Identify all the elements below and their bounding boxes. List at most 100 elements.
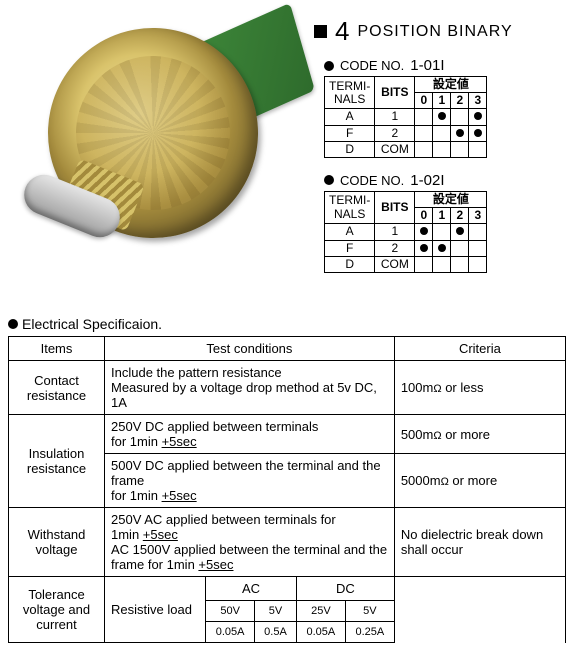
- criteria: 100mΩ or less: [394, 361, 565, 415]
- bit-cell: [469, 141, 487, 157]
- criteria: 500mΩ or more: [394, 415, 565, 454]
- row-withstand-voltage: Withstand voltage 250V AC applied betwee…: [9, 508, 566, 577]
- bit-cell: [415, 109, 433, 125]
- terminal-label: F: [325, 125, 375, 141]
- bit-col: 1: [433, 208, 451, 224]
- terminal-label: A: [325, 224, 375, 240]
- bits-value: 2: [375, 240, 415, 256]
- bit-col: 2: [451, 208, 469, 224]
- dot-icon: [474, 129, 482, 137]
- heading-4-position-binary: 4 POSITION BINARY: [314, 16, 566, 47]
- bits-value: 1: [375, 109, 415, 125]
- code-prefix: CODE NO.: [340, 58, 404, 73]
- row-insulation-1: Insulation resistance 250V DC applied be…: [9, 415, 566, 454]
- criteria: 5000mΩ or more: [394, 454, 565, 508]
- test-condition: 250V AC applied between terminals for 1m…: [105, 508, 395, 577]
- bit-col: 3: [469, 93, 487, 109]
- bit-col: 0: [415, 93, 433, 109]
- ac-label: AC: [206, 577, 297, 601]
- dot-icon: [420, 244, 428, 252]
- row-contact-resistance: Contact resistance Include the pattern r…: [9, 361, 566, 415]
- test-condition: 250V DC applied between terminals for 1m…: [105, 415, 395, 454]
- code-block-1: CODE NO.1-02ITERMI- NALSBITS設定値0123A1F2D…: [324, 172, 566, 273]
- bit-cell: [451, 224, 469, 240]
- bit-cell: [433, 224, 451, 240]
- col-criteria: Criteria: [394, 337, 565, 361]
- item-label: Contact resistance: [9, 361, 105, 415]
- test-condition: Include the pattern resistance Measured …: [105, 361, 395, 415]
- bits-row: F2: [325, 125, 487, 141]
- item-label: Withstand voltage: [9, 508, 105, 577]
- bit-cell: [415, 224, 433, 240]
- bit-cell: [415, 240, 433, 256]
- terminal-label: A: [325, 109, 375, 125]
- rotary-switch-photo: [8, 8, 308, 308]
- bit-cell: [451, 240, 469, 256]
- electrical-spec-table: Items Test conditions Criteria Contact r…: [8, 336, 566, 643]
- bits-value: COM: [375, 141, 415, 157]
- col-test-conditions: Test conditions: [105, 337, 395, 361]
- test-condition: 500V DC applied between the terminal and…: [105, 454, 395, 508]
- code-title: CODE NO. 1-02I: [324, 172, 566, 189]
- bits-row: A1: [325, 224, 487, 240]
- criteria: No dielectric break down shall occur: [394, 508, 565, 577]
- bit-col: 2: [451, 93, 469, 109]
- circle-bullet-icon: [324, 175, 334, 185]
- item-label: Insulation resistance: [9, 415, 105, 508]
- bit-cell: [451, 256, 469, 272]
- row-tolerance-header: Tolerance voltage and current Resistive …: [9, 577, 566, 601]
- bits-header: BITS: [375, 191, 415, 223]
- electrical-spec-heading: Electrical Specificaion.: [8, 316, 566, 332]
- bit-cell: [469, 240, 487, 256]
- bit-col: 1: [433, 93, 451, 109]
- code-number: 1-02I: [410, 172, 444, 189]
- bit-cell: [433, 125, 451, 141]
- dc-label: DC: [296, 577, 394, 601]
- col-items: Items: [9, 337, 105, 361]
- dot-icon: [456, 227, 464, 235]
- terminal-label: D: [325, 256, 375, 272]
- square-bullet-icon: [314, 25, 327, 38]
- heading-label: POSITION BINARY: [357, 23, 512, 41]
- bits-row: DCOM: [325, 256, 487, 272]
- dot-icon: [456, 129, 464, 137]
- electrical-spec-title: Electrical Specificaion.: [22, 316, 162, 332]
- setting-header: 設定値: [415, 191, 487, 207]
- bit-col: 3: [469, 208, 487, 224]
- bit-cell: [433, 141, 451, 157]
- bit-cell: [433, 256, 451, 272]
- terminals-header: TERMI- NALS: [325, 191, 375, 223]
- bits-row: F2: [325, 240, 487, 256]
- setting-header: 設定値: [415, 77, 487, 93]
- bit-cell: [451, 141, 469, 157]
- bits-table: TERMI- NALSBITS設定値0123A1F2DCOM: [324, 76, 487, 158]
- code-title: CODE NO. 1-01I: [324, 57, 566, 74]
- bit-cell: [433, 240, 451, 256]
- terminals-header: TERMI- NALS: [325, 77, 375, 109]
- code-prefix: CODE NO.: [340, 173, 404, 188]
- heading-number: 4: [335, 16, 349, 47]
- circle-bullet-icon: [324, 61, 334, 71]
- bit-cell: [415, 256, 433, 272]
- bits-table: TERMI- NALSBITS設定値0123A1F2DCOM: [324, 191, 487, 273]
- item-label: Tolerance voltage and current: [9, 577, 105, 643]
- bit-cell: [451, 109, 469, 125]
- code-number: 1-01I: [410, 57, 444, 74]
- bits-value: 1: [375, 224, 415, 240]
- bit-cell: [415, 141, 433, 157]
- bit-cell: [451, 125, 469, 141]
- bits-value: 2: [375, 125, 415, 141]
- bit-cell: [469, 224, 487, 240]
- dot-icon: [438, 244, 446, 252]
- bit-cell: [469, 109, 487, 125]
- bit-col: 0: [415, 208, 433, 224]
- terminal-label: D: [325, 141, 375, 157]
- bit-cell: [433, 109, 451, 125]
- bits-row: A1: [325, 109, 487, 125]
- dot-icon: [438, 112, 446, 120]
- dot-icon: [420, 227, 428, 235]
- bits-header: BITS: [375, 77, 415, 109]
- code-block-0: CODE NO.1-01ITERMI- NALSBITS設定値0123A1F2D…: [324, 57, 566, 158]
- bit-cell: [415, 125, 433, 141]
- bits-row: DCOM: [325, 141, 487, 157]
